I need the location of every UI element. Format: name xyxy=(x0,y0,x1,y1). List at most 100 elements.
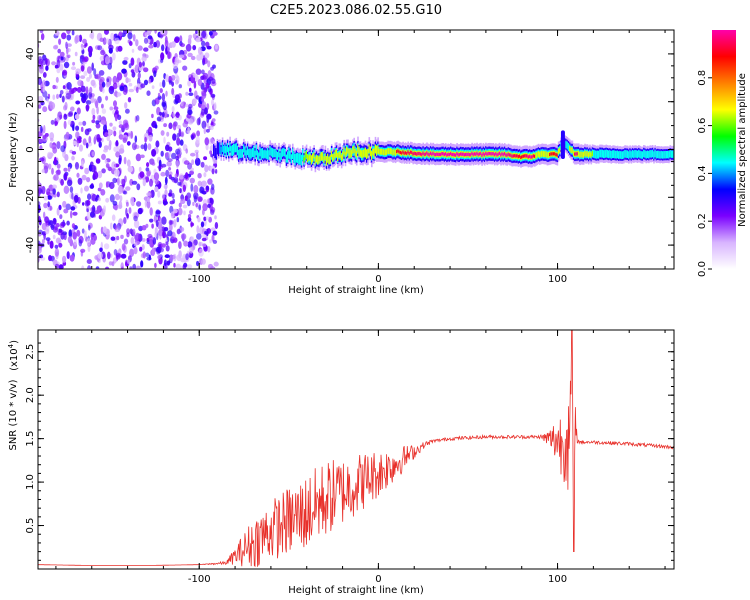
ridge-cell xyxy=(292,148,294,160)
noise-speck xyxy=(42,54,47,61)
noise-speck xyxy=(77,79,83,87)
noise-speck xyxy=(179,139,184,146)
noise-speck xyxy=(90,96,95,104)
noise-speck xyxy=(58,204,62,211)
noise-speck xyxy=(59,63,64,71)
ridge-cell xyxy=(623,150,625,159)
ridge-cell xyxy=(618,151,620,159)
noise-speck xyxy=(59,214,63,220)
noise-speck xyxy=(38,118,40,123)
y-tick-label: 0.5 xyxy=(25,518,36,534)
noise-speck xyxy=(149,178,153,187)
noise-speck xyxy=(66,179,73,187)
ridge-cell xyxy=(496,153,498,157)
noise-speck xyxy=(80,75,86,79)
ridge-cell xyxy=(461,152,463,156)
noise-speck xyxy=(52,84,56,90)
noise-speck xyxy=(112,82,118,90)
ridge-cell xyxy=(223,145,225,156)
ridge-cell xyxy=(665,151,668,159)
noise-speck xyxy=(97,45,103,51)
noise-speck xyxy=(80,187,83,194)
ridge-cell xyxy=(428,153,431,157)
noise-speck xyxy=(151,223,154,229)
noise-speck xyxy=(61,95,65,103)
ridge-cell xyxy=(271,148,274,158)
noise-speck xyxy=(180,198,186,204)
ridge-cell xyxy=(580,151,582,158)
noise-speck xyxy=(160,30,165,35)
noise-speck xyxy=(71,229,76,235)
noise-speck xyxy=(154,227,158,235)
noise-speck xyxy=(160,150,164,157)
snr-plot-area xyxy=(38,330,674,569)
ridge-cell xyxy=(633,150,635,159)
noise-speck xyxy=(168,122,173,130)
ridge-cell xyxy=(407,150,409,154)
noise-speck xyxy=(104,56,110,65)
noise-speck xyxy=(207,178,213,185)
noise-speck xyxy=(154,179,160,185)
spectrogram-ylabel: Frequency (Hz) xyxy=(8,112,19,188)
noise-speck xyxy=(193,184,199,194)
noise-speck xyxy=(86,66,92,74)
ridge-cell xyxy=(664,151,666,159)
ridge-cell xyxy=(238,149,240,160)
ridge-cell xyxy=(667,150,669,159)
noise-speck xyxy=(107,251,111,260)
ridge-cell xyxy=(313,152,315,159)
noise-speck xyxy=(35,228,37,233)
noise-speck xyxy=(34,226,37,232)
noise-speck xyxy=(101,153,106,160)
noise-speck xyxy=(163,123,168,128)
ridge-cell xyxy=(540,151,542,158)
ridge-cell xyxy=(258,152,260,161)
ridge-cell xyxy=(453,153,456,157)
ridge-cell xyxy=(535,152,537,159)
noise-speck xyxy=(195,152,199,161)
noise-speck xyxy=(121,68,127,74)
ridge-cell xyxy=(503,152,506,156)
noise-speck xyxy=(142,178,146,187)
noise-speck xyxy=(115,46,120,53)
noise-speck xyxy=(185,253,189,261)
noise-speck xyxy=(114,90,118,97)
ridge-cell xyxy=(414,152,417,156)
noise-speck xyxy=(72,211,78,216)
noise-speck xyxy=(184,195,188,202)
noise-speck xyxy=(141,244,145,251)
noise-speck xyxy=(97,96,102,104)
noise-speck xyxy=(214,215,217,220)
ridge-cell xyxy=(394,149,397,156)
ridge-cell xyxy=(521,155,524,159)
ridge-cell xyxy=(280,149,283,160)
ridge-cell xyxy=(391,148,393,155)
ridge-cell xyxy=(408,151,411,156)
noise-speck xyxy=(56,207,60,216)
ridge-cell xyxy=(511,154,513,158)
noise-speck xyxy=(201,30,207,39)
noise-speck xyxy=(53,174,59,181)
noise-speck xyxy=(35,208,38,215)
noise-speck xyxy=(41,238,45,244)
noise-speck xyxy=(146,197,150,203)
noise-speck xyxy=(210,187,215,195)
ridge-cell xyxy=(324,153,327,161)
noise-speck xyxy=(185,44,192,52)
noise-speck xyxy=(198,116,201,125)
ridge-cell xyxy=(416,152,418,156)
noise-speck xyxy=(34,136,38,142)
noise-speck xyxy=(118,124,124,129)
noise-speck xyxy=(67,54,71,59)
ridge-cell xyxy=(524,154,526,158)
ridge-cell xyxy=(329,155,332,164)
ridge-cell xyxy=(571,147,574,154)
noise-speck xyxy=(130,237,135,245)
noise-speck xyxy=(92,114,96,120)
ridge-cell xyxy=(322,152,324,161)
ridge-cell xyxy=(576,152,579,156)
ridge-cell xyxy=(275,150,278,161)
noise-speck xyxy=(114,193,120,201)
noise-speck xyxy=(45,65,49,71)
noise-speck xyxy=(212,239,218,244)
